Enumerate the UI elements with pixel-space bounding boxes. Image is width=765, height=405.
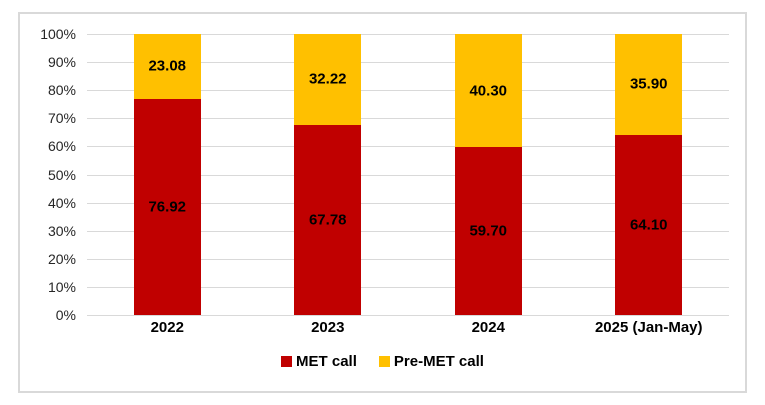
legend-label: Pre-MET call [393,353,484,370]
gridline [87,62,729,64]
data-label: 59.70 [469,222,508,240]
data-label: 35.90 [629,75,668,93]
bar-segment-met-call [133,98,201,315]
y-tick-label: 0% [55,307,76,323]
data-label: 67.78 [308,211,347,229]
y-tick-label: 60% [47,138,76,155]
x-category-label: 2025 (Jan-May) [594,319,703,336]
plot-area: 76.92 23.08 67.78 32.22 59.70 40.30 64.10 35.90 [87,34,729,316]
bar-segment-met-call [454,147,522,315]
data-label: 40.30 [469,82,508,100]
bar-segment-pre-met-call [454,34,522,148]
bar-segment-pre-met-call [615,34,683,135]
data-label: 64.10 [629,216,668,234]
data-label: 32.22 [308,70,347,88]
x-category-label: 2022 [150,319,184,336]
y-tick-label: 80% [47,82,76,99]
bar-segment-pre-met-call [294,34,362,125]
gridline [87,146,729,148]
x-category-label: 2024 [471,319,505,336]
bar-column-2023: 67.78 32.22 [294,34,362,315]
y-tick-label: 50% [47,166,76,183]
y-tick-label: 100% [40,26,76,42]
legend-item-pre-met-call: Pre-MET call [378,353,484,370]
legend-swatch-icon [378,356,390,367]
gridline [87,315,729,316]
gridline [87,118,729,120]
data-label: 23.08 [148,57,187,75]
legend-item-met-call: MET call [281,354,357,369]
x-category-label: 2023 [311,319,345,336]
y-tick-label: 10% [47,278,76,295]
x-axis-category-labels: 2022 2023 2024 2025 (Jan-May) [87,319,729,341]
legend-label: MET call [296,353,357,370]
y-tick-label: 20% [47,250,76,267]
bar-column-2022: 76.92 23.08 [133,34,201,315]
bar-column-2024: 59.70 40.30 [454,34,522,315]
y-tick-label: 90% [47,54,76,71]
legend: MET call Pre-MET call [20,354,745,369]
gridline [87,258,729,260]
gridline [87,230,729,232]
legend-swatch-icon [281,356,293,367]
y-tick-label: 30% [47,222,76,239]
gridline [87,34,729,35]
bar-column-2025-jan-may-: 64.10 35.90 [615,34,683,315]
gridline [87,90,729,92]
y-axis-tick-labels: 0% 10% 20% 30% 40% 50% 60% 70% 80% 90% 100% [20,26,80,323]
y-tick-label: 40% [47,194,76,211]
data-label: 76.92 [148,198,187,216]
bar-segment-met-call [615,134,683,315]
gridline [87,286,729,288]
gridline [87,202,729,204]
bar-segment-met-call [294,124,362,315]
bar-segment-pre-met-call [133,34,201,99]
chart-frame: 0% 10% 20% 30% 40% 50% 60% 70% 80% 90% 100% 76.92 2… [18,12,747,393]
y-tick-label: 70% [47,110,76,127]
gridline [87,174,729,176]
